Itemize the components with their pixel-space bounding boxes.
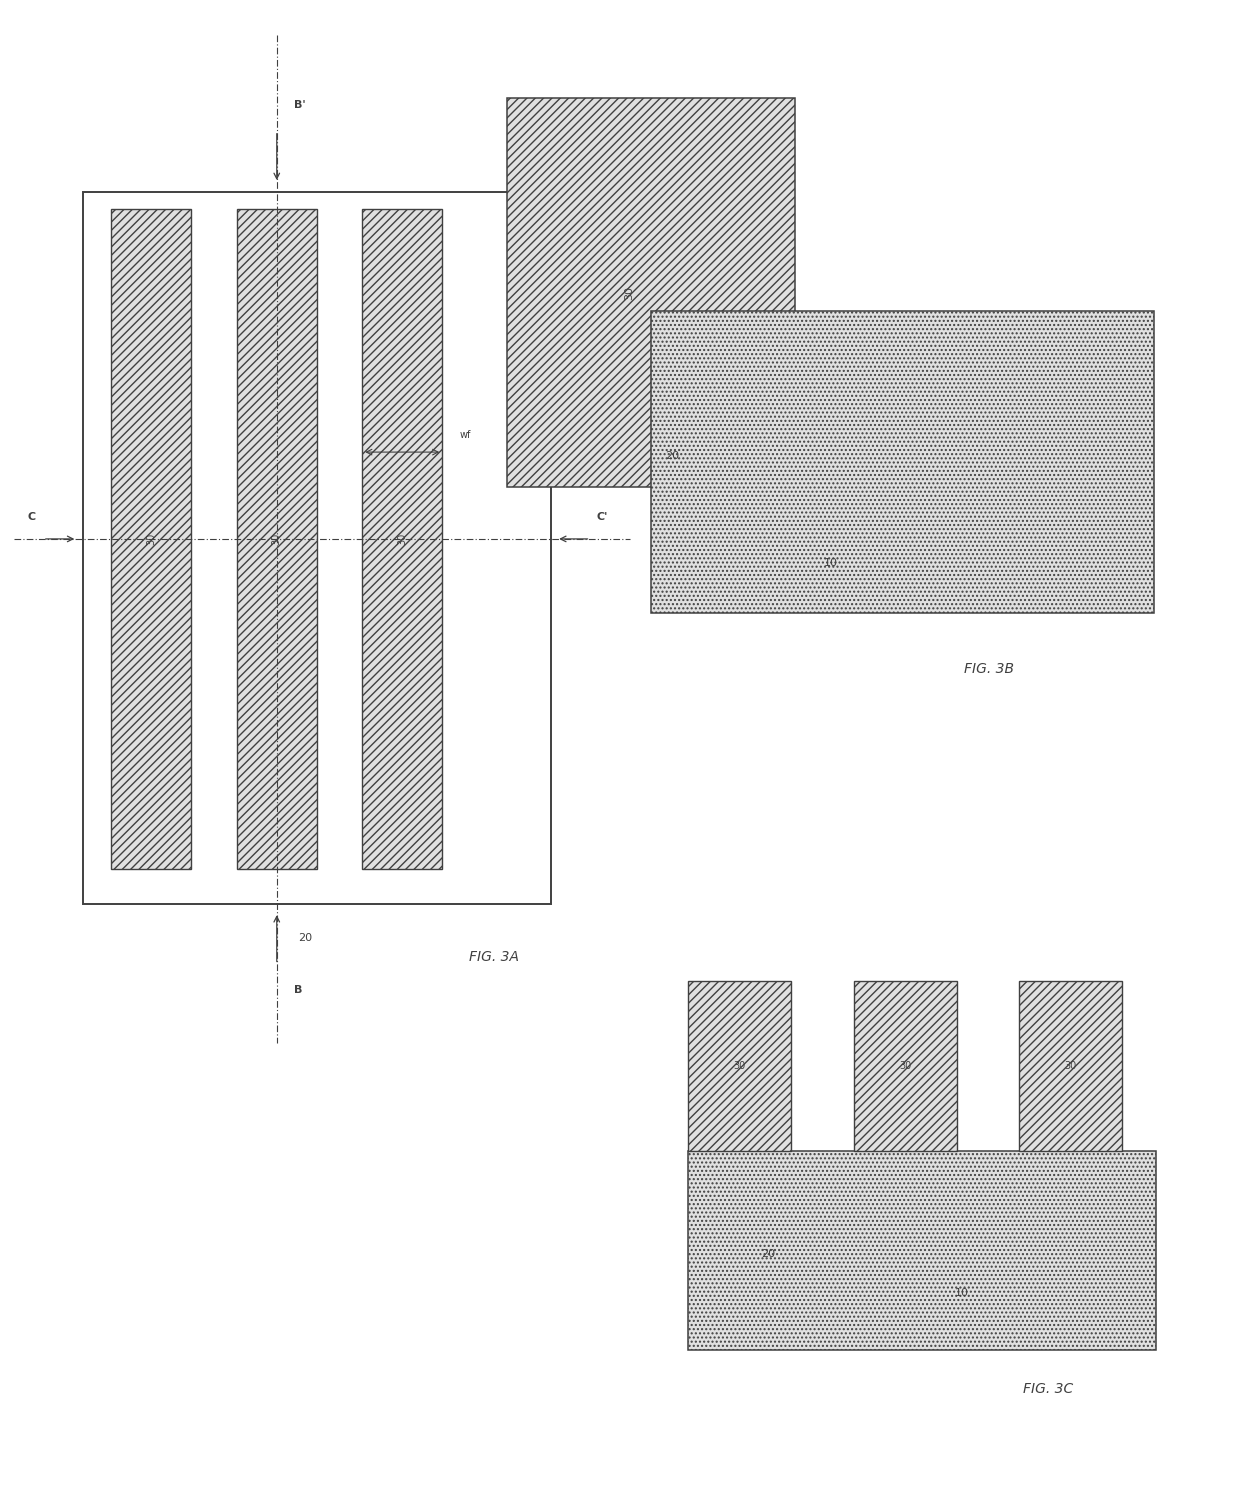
Bar	[362, 210, 443, 868]
Text: 30: 30	[899, 1061, 911, 1070]
Text: 30: 30	[1064, 1061, 1076, 1070]
Text: B': B'	[294, 100, 305, 109]
Text: FIG. 3C: FIG. 3C	[1023, 1382, 1073, 1395]
Text: 20: 20	[666, 451, 680, 461]
Text: wf: wf	[459, 430, 471, 440]
Text: FIG. 3B: FIG. 3B	[963, 662, 1014, 677]
Text: 10: 10	[955, 1289, 970, 1298]
Bar	[112, 210, 191, 868]
Text: 30: 30	[397, 533, 407, 545]
Bar	[237, 210, 316, 868]
Text: 20: 20	[299, 933, 312, 943]
Bar	[688, 1151, 1156, 1350]
Bar	[507, 97, 795, 488]
Text: 30: 30	[146, 533, 156, 545]
Text: 30: 30	[272, 533, 281, 545]
Text: 30: 30	[625, 286, 635, 299]
Text: 10: 10	[823, 558, 838, 567]
Text: B: B	[294, 985, 303, 996]
Text: 30: 30	[734, 1061, 746, 1070]
Text: C: C	[27, 512, 36, 521]
Text: C': C'	[596, 512, 608, 521]
Text: FIG. 3A: FIG. 3A	[469, 951, 518, 964]
Bar	[651, 311, 1154, 614]
Bar	[1019, 981, 1122, 1151]
Text: 20: 20	[761, 1248, 775, 1259]
Bar	[688, 981, 791, 1151]
Bar	[83, 192, 551, 904]
Bar	[854, 981, 956, 1151]
